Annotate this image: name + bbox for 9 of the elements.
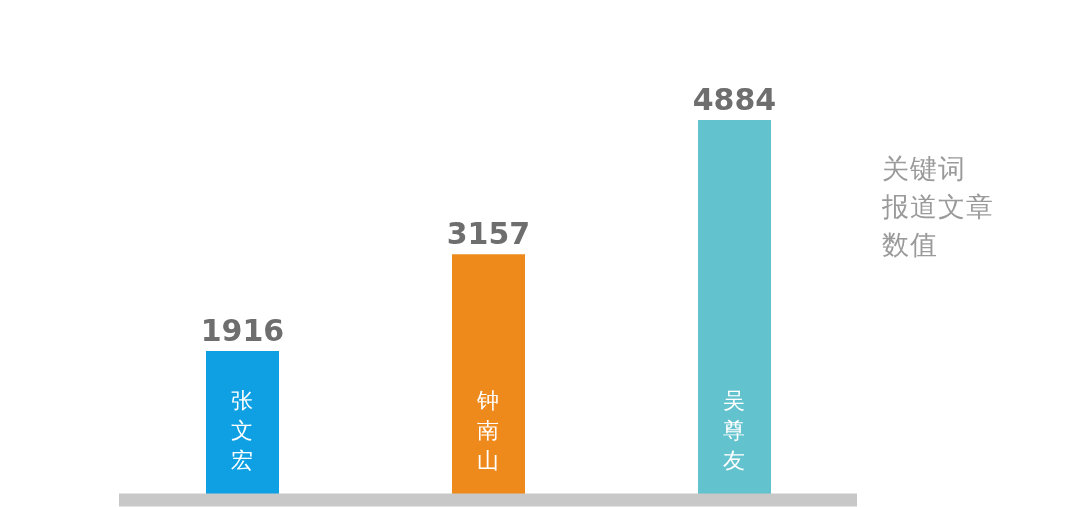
data-label: 3157 [446, 216, 531, 252]
x-tick-label: 吴尊友 [723, 388, 745, 473]
text: 数值 [882, 228, 939, 262]
text: 报道文章 [882, 190, 994, 224]
text: 关键词 [882, 152, 967, 186]
data-label: 4884 [692, 82, 777, 117]
x-tick-label: 钟南山 [476, 388, 499, 473]
x-tick-label: 张文宏 [231, 388, 253, 473]
data-label: 1916 [200, 312, 285, 348]
